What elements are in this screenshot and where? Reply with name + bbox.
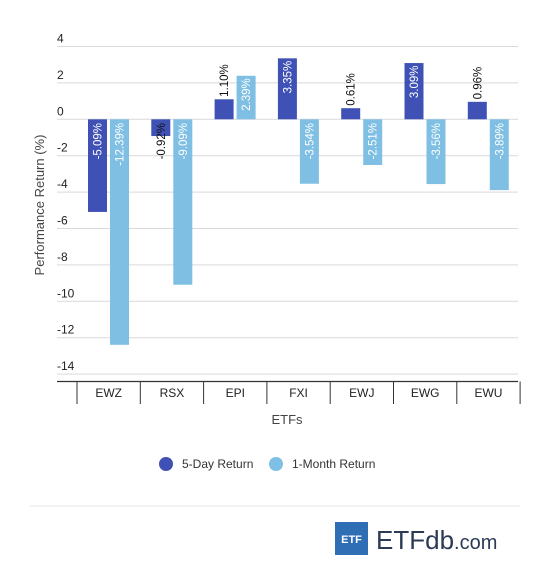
- bar-one-month-ewj: [363, 119, 383, 165]
- data-label: -3.89%: [494, 123, 506, 159]
- bar-five-day-ewu: [467, 101, 487, 120]
- y-tick-label: -8: [57, 250, 68, 264]
- data-label: 3.09%: [409, 66, 421, 99]
- bars: [88, 58, 509, 345]
- legend: 5-Day Return 1-Month Return: [159, 457, 375, 471]
- legend-swatch: [269, 457, 283, 471]
- y-tick-label: 2: [57, 68, 64, 82]
- bar-five-day-rsx: [151, 119, 171, 137]
- data-label: -12.39%: [115, 123, 127, 166]
- bar-five-day-epi: [214, 99, 234, 120]
- bar-one-month-ewg: [426, 119, 446, 185]
- y-tick-label: 4: [57, 32, 64, 46]
- bar-one-month-ewu: [489, 119, 509, 191]
- legend-label: 1-Month Return: [292, 457, 375, 471]
- data-label: 1.10%: [219, 64, 231, 97]
- bar-one-month-rsx: [173, 119, 193, 285]
- x-category-label: RSX: [160, 386, 185, 400]
- data-label: -3.56%: [431, 123, 443, 159]
- bar-one-month-ewz: [110, 119, 129, 345]
- y-tick-label: 0: [57, 104, 64, 118]
- x-category-label: EWJ: [349, 386, 374, 400]
- bar-five-day-ewg: [404, 63, 424, 120]
- y-tick-label: -2: [57, 141, 68, 155]
- bar-five-day-ewj: [341, 108, 361, 120]
- x-category-label: EWZ: [95, 386, 122, 400]
- y-tick-label: -10: [57, 286, 75, 300]
- data-label: -0.92%: [156, 123, 168, 159]
- data-label: -3.54%: [304, 123, 316, 159]
- gridlines: [57, 46, 518, 375]
- logo-badge: [335, 522, 368, 555]
- bar-five-day-ewz: [88, 119, 107, 212]
- data-label: -9.09%: [178, 123, 190, 159]
- x-category-label: EWU: [474, 386, 502, 400]
- data-label: -5.09%: [93, 123, 105, 159]
- data-label: 0.61%: [346, 73, 358, 106]
- x-category-label: EPI: [226, 386, 245, 400]
- data-label: 3.35%: [282, 61, 294, 94]
- bar-one-month-fxi: [299, 119, 319, 184]
- data-label: 2.39%: [241, 78, 253, 111]
- data-labels: -5.09% -0.92% 1.10% 3.35% 0.61% 3.09% 0.96% -12…: [93, 61, 507, 166]
- y-tick-label: -14: [57, 359, 75, 373]
- legend-swatch: [159, 457, 173, 471]
- legend-label: 5-Day Return: [182, 457, 253, 471]
- x-axis: EWZ RSX EPI FXI EWJ EWG EWU: [57, 380, 521, 404]
- logo-wordmark: ETFdb.com: [376, 525, 497, 555]
- y-tick-label: -12: [57, 323, 75, 337]
- y-tick-label: -6: [57, 214, 68, 228]
- x-axis-title: ETFs: [271, 412, 303, 427]
- data-label: -2.51%: [368, 123, 380, 159]
- etfdb-logo[interactable]: ETF ETFdb.com: [335, 522, 497, 555]
- x-category-label: FXI: [289, 386, 308, 400]
- data-label: 0.96%: [472, 67, 484, 100]
- y-axis-title: Performance Return (%): [32, 135, 47, 276]
- logo-badge-text: ETF: [341, 534, 362, 546]
- x-category-label: EWG: [411, 386, 440, 400]
- y-tick-label: -4: [57, 177, 68, 191]
- bar-five-day-fxi: [277, 58, 297, 120]
- bar-one-month-epi: [236, 75, 256, 120]
- y-axis-ticks: 4 2 0 -2 -4 -6 -8 -10 -12 -14: [57, 32, 75, 374]
